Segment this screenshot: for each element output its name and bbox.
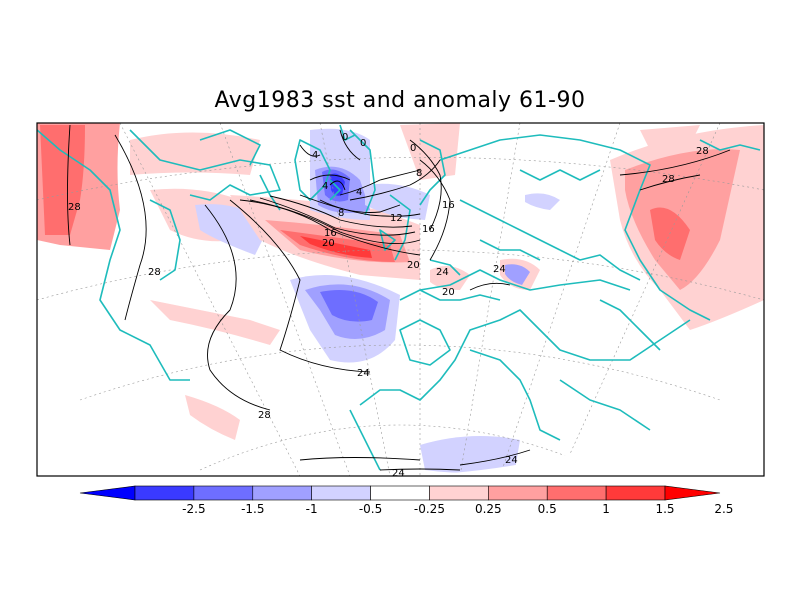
contour-label: 8 bbox=[338, 208, 344, 219]
colorbar-tick-label: -2.5 bbox=[182, 502, 205, 516]
colorbar-box bbox=[252, 485, 312, 501]
contour-label: 4 bbox=[356, 187, 362, 198]
contour-label: 28 bbox=[258, 410, 271, 421]
colorbar-max-arrow bbox=[664, 485, 721, 501]
contour-label: 12 bbox=[390, 213, 403, 224]
contour-label: 8 bbox=[416, 168, 422, 179]
map-panel: 28 28 28 28 24 24 24 24 24 20 20 20 16 1… bbox=[37, 123, 764, 479]
plot-title: Avg1983 sst and anomaly 61-90 bbox=[214, 88, 586, 113]
contour-label: 28 bbox=[68, 202, 81, 213]
colorbar-box bbox=[605, 485, 666, 501]
contour-labels: 28 28 28 28 24 24 24 24 24 20 20 20 16 1… bbox=[68, 132, 709, 479]
contour-label: 24 bbox=[392, 468, 405, 479]
contour-label: 4 bbox=[312, 150, 318, 161]
contour-label: 20 bbox=[407, 260, 420, 271]
contour-label: 24 bbox=[357, 368, 370, 379]
colorbar-tick-label: -1 bbox=[306, 502, 318, 516]
contour-label: 28 bbox=[148, 267, 161, 278]
colorbar-box bbox=[546, 485, 607, 501]
colorbar-box bbox=[429, 485, 489, 501]
contour-label: 28 bbox=[696, 146, 709, 157]
colorbar-min-arrow bbox=[79, 485, 136, 501]
colorbar-box bbox=[488, 485, 548, 501]
contour-label: 24 bbox=[505, 455, 518, 466]
colorbar: -2.5 -1.5 -1 -0.5 -0.25 0.25 0.5 1 1.5 2.5 bbox=[79, 485, 733, 516]
colorbar-tick-label: -0.5 bbox=[359, 502, 382, 516]
contour-label: 16 bbox=[442, 200, 455, 211]
sst-contours bbox=[67, 124, 731, 471]
colorbar-tick-label: 0.5 bbox=[538, 502, 557, 516]
colorbar-tick-label: 2.5 bbox=[714, 502, 733, 516]
contour-label: 20 bbox=[442, 287, 455, 298]
contour-label: 0 bbox=[342, 132, 348, 143]
colorbar-box bbox=[134, 485, 195, 501]
coastlines bbox=[37, 124, 761, 471]
colorbar-tick-label: 0.25 bbox=[475, 502, 502, 516]
contour-label: 20 bbox=[322, 238, 335, 249]
contour-label: 0 bbox=[410, 143, 416, 154]
colorbar-box bbox=[311, 485, 371, 501]
contour-label: 28 bbox=[662, 174, 675, 185]
contour-label: 24 bbox=[436, 267, 449, 278]
contour-label: 16 bbox=[324, 228, 337, 239]
colorbar-tick-label: 1 bbox=[602, 502, 610, 516]
graticule bbox=[37, 123, 764, 476]
colorbar-box bbox=[193, 485, 254, 501]
colorbar-tick-label: -0.25 bbox=[414, 502, 445, 516]
colorbar-box bbox=[370, 485, 430, 501]
contour-label: 0 bbox=[360, 138, 366, 149]
colorbar-tick-label: 1.5 bbox=[655, 502, 674, 516]
contour-label: 4 bbox=[322, 181, 328, 192]
map-frame bbox=[36, 122, 765, 477]
colorbar-tick-label: -1.5 bbox=[241, 502, 264, 516]
contour-label: 24 bbox=[493, 264, 506, 275]
contour-label: 16 bbox=[422, 224, 435, 235]
